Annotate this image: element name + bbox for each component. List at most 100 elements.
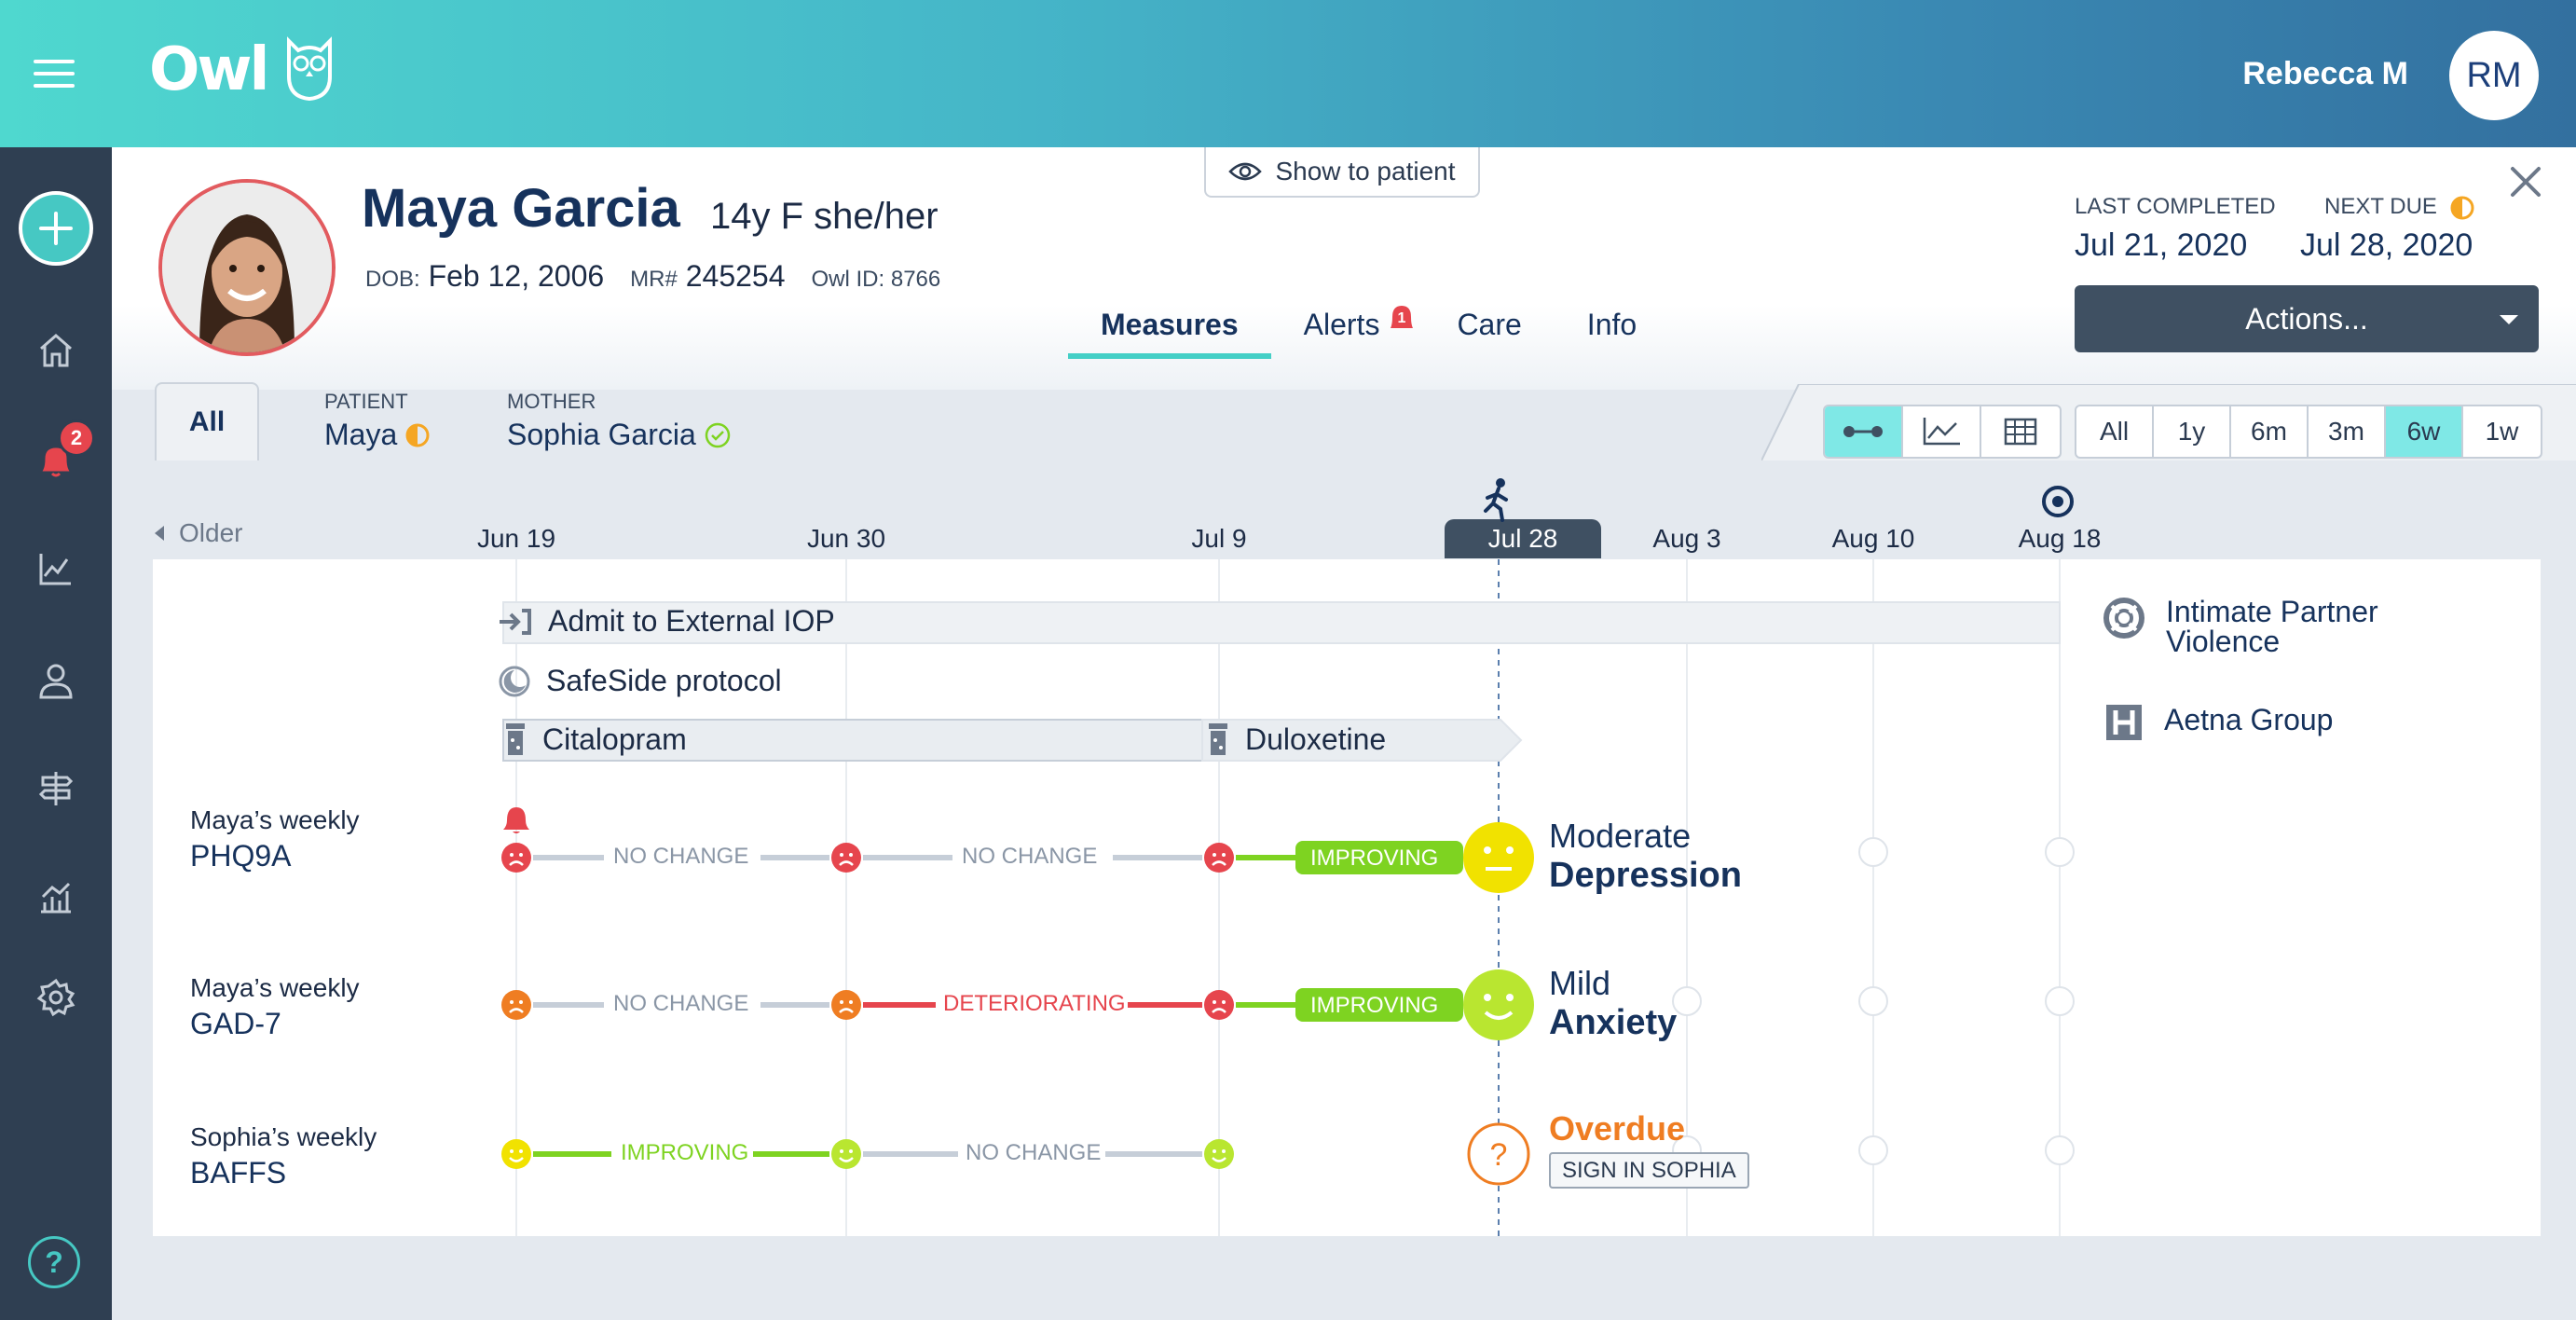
plus-icon	[39, 212, 73, 245]
add-button[interactable]	[19, 191, 93, 266]
analytics-icon[interactable]	[34, 874, 78, 919]
logo-text: Owl	[149, 35, 269, 104]
help-button[interactable]: ?	[28, 1236, 80, 1288]
patient-name: Maya Garcia	[362, 178, 680, 239]
frown-icon	[1202, 841, 1236, 874]
table-view-button[interactable]	[1981, 406, 2060, 457]
tab-care[interactable]: Care	[1457, 308, 1522, 341]
measure-name: BAFFS	[190, 1156, 287, 1189]
subject-tab-all[interactable]: All	[155, 382, 259, 461]
episode-safeside[interactable]: SafeSide protocol	[498, 664, 782, 698]
dob-label: DOB:	[365, 267, 420, 292]
tab-alerts-label: Alerts	[1303, 308, 1380, 341]
note-insurance[interactable]: Aetna Group	[2104, 703, 2333, 742]
range-6w-button[interactable]: 6w	[2386, 406, 2463, 457]
timeline-view-button[interactable]	[1825, 406, 1903, 457]
line-chart-view-button[interactable]	[1903, 406, 1981, 457]
patient-role-label: PATIENT	[324, 390, 408, 413]
phq9a-result[interactable]: Moderate Depression	[1549, 817, 1742, 896]
range-toggle-group: All 1y 6m 3m 6w 1w	[2075, 405, 2542, 459]
view-toggle-group	[1823, 405, 2062, 459]
segment-label: NO CHANGE	[613, 844, 749, 869]
smile-face-icon	[500, 1137, 533, 1171]
subject-tab-patient[interactable]: PATIENT Maya	[324, 390, 431, 452]
line-chart-icon	[1923, 418, 1960, 446]
patient-photo	[158, 179, 336, 356]
range-3m-button[interactable]: 3m	[2309, 406, 2386, 457]
range-1y-button[interactable]: 1y	[2154, 406, 2231, 457]
next-due-value: Jul 28, 2020	[2300, 227, 2473, 263]
measure-baffs-title[interactable]: Sophia’s weekly BAFFS	[190, 1122, 377, 1190]
baffs-result: Overdue SIGN IN SOPHIA	[1549, 1109, 1749, 1189]
smile-face-icon	[829, 1137, 863, 1171]
show-to-patient-button[interactable]: Show to patient	[1204, 147, 1480, 198]
smile-face-icon	[1202, 1137, 1236, 1171]
last-completed-value: Jul 21, 2020	[2075, 227, 2248, 263]
timeline-icon	[1843, 426, 1883, 437]
range-6m-button[interactable]: 6m	[2231, 406, 2309, 457]
tab-alerts[interactable]: Alerts 1	[1271, 306, 1425, 342]
hamburger-menu-icon[interactable]	[34, 60, 75, 88]
hospital-icon	[2106, 705, 2142, 740]
tab-measures[interactable]: Measures	[1068, 308, 1271, 359]
signpost-icon[interactable]	[34, 766, 78, 811]
medication-duloxetine[interactable]: Duloxetine	[1206, 722, 1386, 757]
measure-phq9a-title[interactable]: Maya’s weekly PHQ9A	[190, 805, 360, 873]
owl-id-value: 8766	[890, 267, 941, 292]
half-circle-icon	[2450, 196, 2474, 220]
person-icon[interactable]	[34, 658, 78, 703]
segment-label: NO CHANGE	[613, 991, 749, 1016]
measure-gad7-title[interactable]: Maya’s weekly GAD-7	[190, 973, 360, 1041]
mr-label: MR#	[630, 267, 678, 292]
result-condition: Anxiety	[1549, 1003, 1678, 1042]
tab-info[interactable]: Info	[1586, 308, 1637, 341]
measure-owner: Maya’s weekly	[190, 973, 360, 1002]
mother-role-value: Sophia Garcia	[507, 418, 696, 451]
frown-icon	[500, 988, 533, 1022]
patient-role-value: Maya	[324, 418, 398, 451]
check-circle-icon	[705, 422, 731, 447]
user-name[interactable]: Rebecca M	[2242, 56, 2408, 91]
subject-tab-mother[interactable]: MOTHER Sophia Garcia	[507, 390, 732, 452]
measure-name: GAD-7	[190, 1007, 281, 1040]
close-icon[interactable]	[2507, 163, 2544, 200]
result-condition: Depression	[1549, 856, 1742, 895]
bell-icon[interactable]	[34, 438, 78, 483]
owl-id-label: Owl ID:	[811, 267, 885, 292]
range-1w-button[interactable]: 1w	[2485, 417, 2519, 446]
mr-value: 245254	[685, 259, 786, 293]
chart-icon[interactable]	[34, 546, 78, 591]
pill-bottle-icon	[506, 723, 525, 755]
last-completed-label: LAST COMPLETED	[2075, 194, 2276, 219]
segment-label: IMPROVING	[1310, 993, 1439, 1018]
medication-citalopram[interactable]: Citalopram	[503, 722, 687, 757]
frown-icon	[1202, 988, 1236, 1022]
segment-label: DETERIORATING	[943, 991, 1126, 1016]
older-label: Older	[179, 518, 243, 547]
patient-summary: 14y F she/her	[710, 196, 939, 237]
date-label: Aug 10	[1831, 524, 1915, 553]
chevron-down-icon	[2500, 315, 2518, 324]
sign-in-sophia-button[interactable]: SIGN IN SOPHIA	[1549, 1152, 1749, 1189]
older-button[interactable]: Older	[153, 518, 242, 548]
pill-bottle-icon	[1209, 723, 1227, 755]
mother-role-label: MOTHER	[507, 390, 596, 413]
episode-admit[interactable]: Admit to External IOP	[498, 604, 835, 639]
sidebar	[0, 147, 112, 1320]
gad7-result[interactable]: Mild Anxiety	[1549, 964, 1677, 1043]
gear-icon[interactable]	[34, 975, 78, 1020]
actions-dropdown[interactable]: Actions...	[2075, 285, 2539, 352]
dob-value: Feb 12, 2006	[428, 259, 605, 293]
top-bar	[0, 0, 2576, 147]
owl-logo[interactable]: Owl	[149, 35, 337, 110]
note-ipv[interactable]: Intimate Partner Violence	[2103, 597, 2427, 656]
show-to-patient-label: Show to patient	[1275, 157, 1456, 186]
crescent-moon-icon	[499, 666, 530, 696]
home-icon[interactable]	[34, 328, 78, 373]
user-avatar[interactable]: RM	[2449, 31, 2539, 120]
date-label: Jun 19	[476, 524, 556, 553]
range-all-button[interactable]: All	[2076, 406, 2154, 457]
actions-label: Actions...	[2245, 301, 2368, 336]
